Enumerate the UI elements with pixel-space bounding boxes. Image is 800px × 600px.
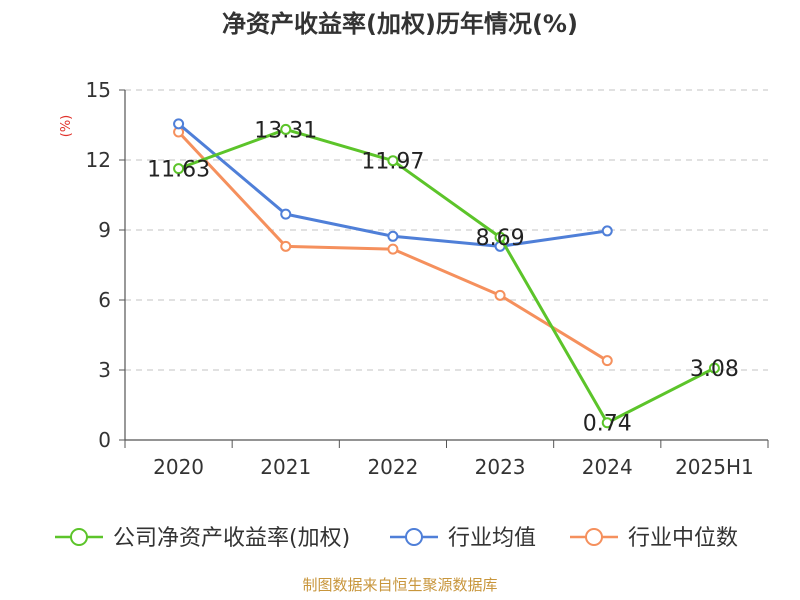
y-tick-label: 0 — [98, 428, 111, 452]
data-label: 11.63 — [147, 158, 210, 183]
y-tick-label: 15 — [86, 78, 111, 102]
source-note: 制图数据来自恒生聚源数据库 — [302, 576, 497, 594]
data-point — [601, 225, 613, 237]
data-point — [387, 243, 399, 255]
data-point — [494, 289, 506, 301]
series-line — [177, 122, 608, 248]
data-point — [280, 123, 292, 135]
x-tick-label: 2021 — [260, 455, 311, 479]
y-axis-label: (%) — [59, 115, 74, 138]
data-label: 0.74 — [583, 412, 632, 437]
x-tick-label: 2020 — [153, 455, 204, 479]
x-tick-label: 2024 — [582, 455, 633, 479]
data-point — [601, 355, 613, 367]
data-point — [494, 231, 506, 243]
data-label: 13.31 — [254, 118, 317, 143]
data-label: 3.08 — [690, 357, 739, 382]
data-point — [708, 362, 720, 374]
x-tick-label: 2023 — [475, 455, 526, 479]
series-line — [178, 127, 716, 425]
y-tick-label: 6 — [98, 288, 111, 312]
axes: 0 3 6 9 12 15 2020 2021 2022 2023 2024 2025H1 — [86, 78, 769, 479]
data-label: 8.69 — [476, 226, 525, 251]
x-tick-label: 2025H1 — [675, 455, 754, 479]
legend-label: 公司净资产收益率(加权) — [113, 526, 350, 551]
x-tick-label: 2022 — [367, 455, 418, 479]
chart-title: 净资产收益率(加权)历年情况(%) — [222, 10, 578, 38]
legend-marker — [405, 528, 423, 546]
grid-lines — [125, 89, 768, 371]
data-point — [601, 417, 613, 429]
data-point — [173, 118, 185, 130]
data-point — [280, 208, 292, 220]
data-label: 11.97 — [361, 150, 424, 175]
y-tick-label: 12 — [86, 148, 111, 172]
series-lines — [173, 118, 720, 429]
y-tick-label: 9 — [98, 218, 111, 242]
legend: 公司净资产收益率(加权) 行业均值 行业中位数 — [55, 526, 738, 551]
data-labels: 11.63 13.31 11.97 8.69 0.74 3.08 — [147, 118, 739, 436]
y-tick-label: 3 — [98, 358, 111, 382]
legend-marker — [70, 528, 88, 546]
data-point — [387, 155, 399, 167]
legend-marker — [585, 528, 603, 546]
data-point — [173, 163, 185, 175]
data-point — [387, 230, 399, 242]
legend-label: 行业均值 — [448, 526, 536, 551]
data-point — [280, 240, 292, 252]
legend-label: 行业中位数 — [628, 526, 738, 551]
